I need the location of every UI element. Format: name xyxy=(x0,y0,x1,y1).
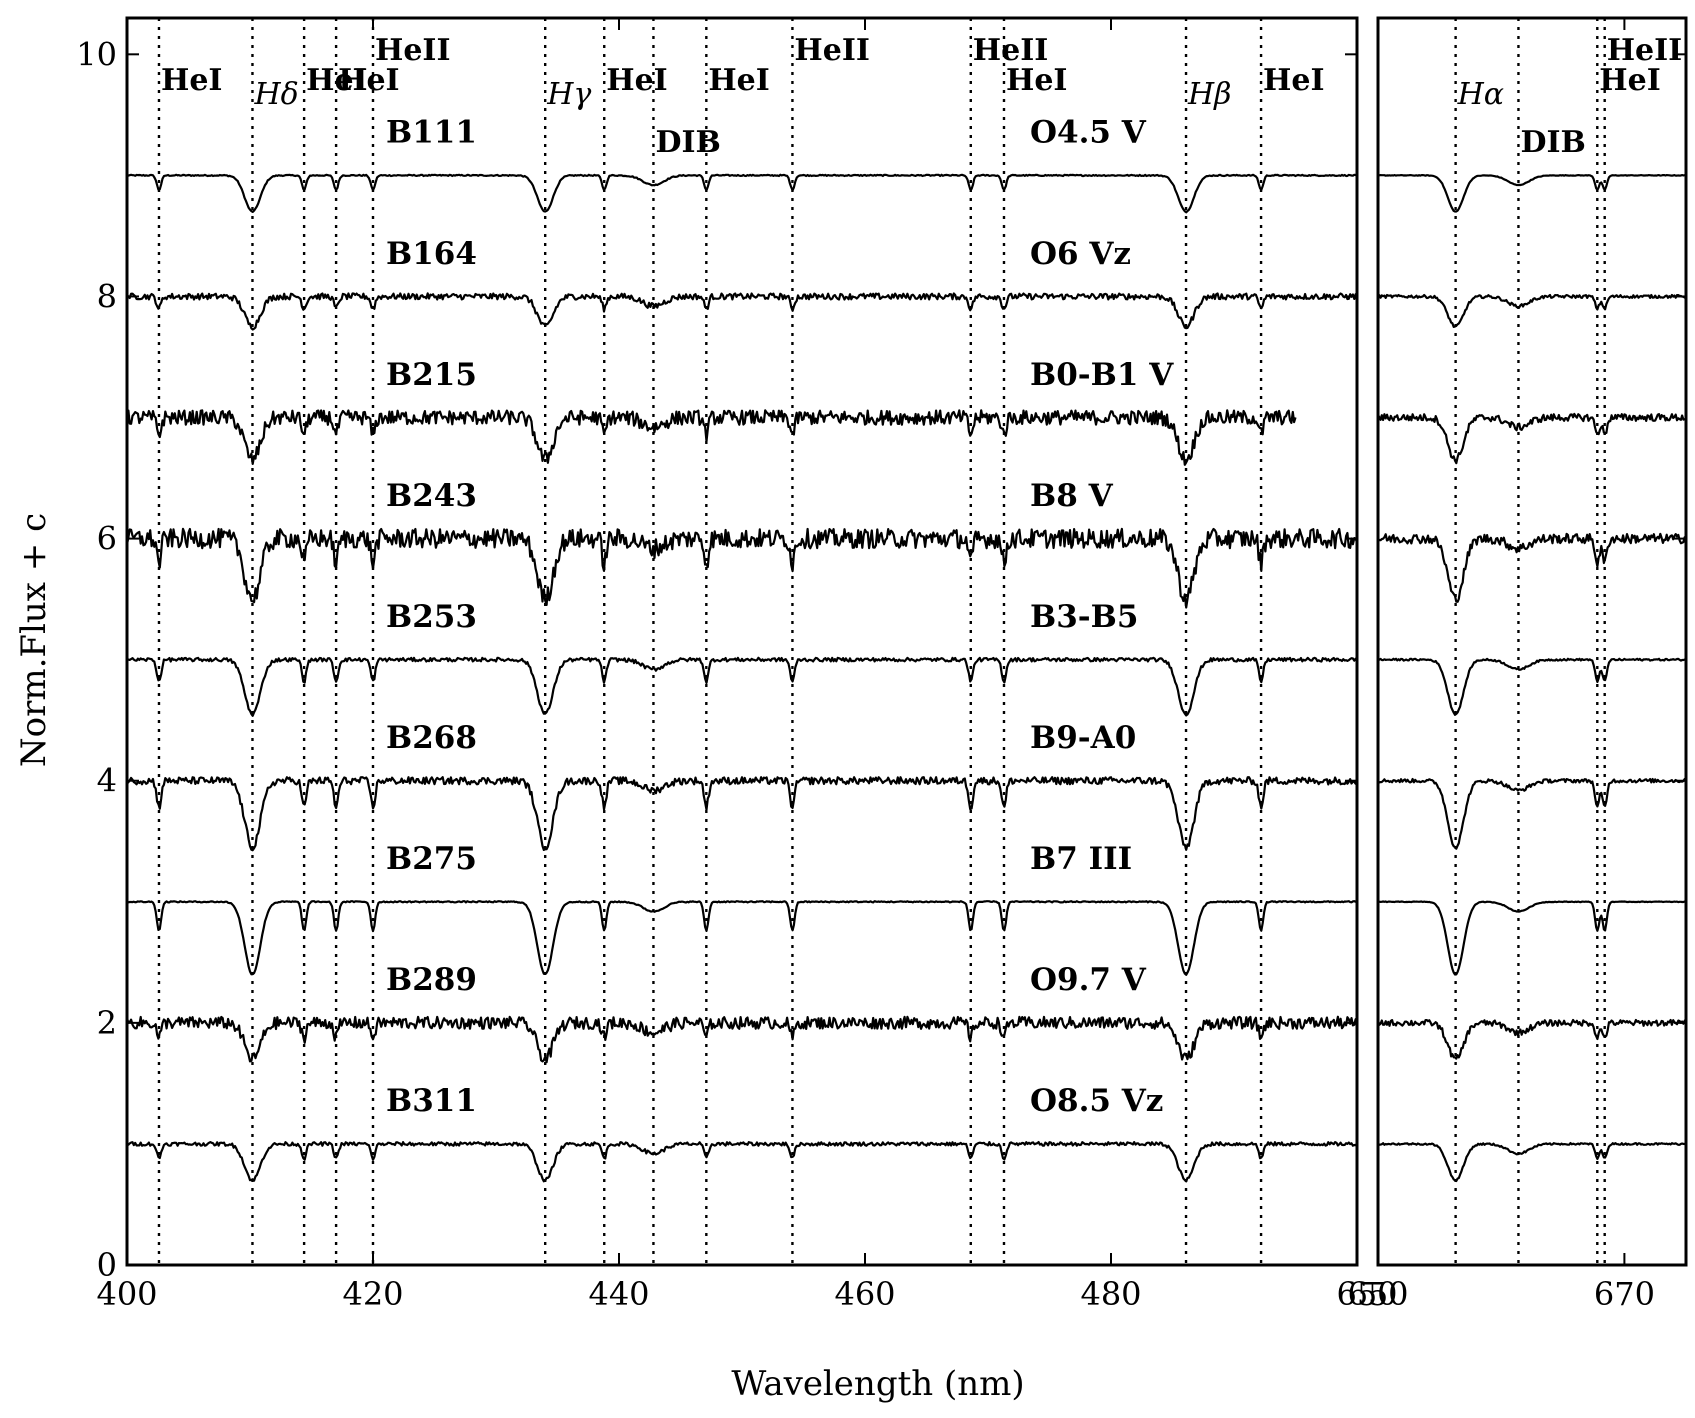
spectrum-B311-panel-2 xyxy=(1377,1142,1687,1183)
spectral-line-label-11: HeI xyxy=(1006,63,1067,98)
star-type-B253: B3-B5 xyxy=(1030,599,1138,635)
spectrum-B111-panel-2 xyxy=(1377,174,1687,213)
spectrum-B289-panel-1 xyxy=(125,1015,1358,1064)
star-name-B311: B311 xyxy=(386,1083,477,1119)
spectrum-B311-panel-1 xyxy=(127,1141,1358,1183)
y-tick-label-1: 2 xyxy=(97,1004,117,1042)
y-tick-label-4: 8 xyxy=(97,277,117,315)
star-type-B164: O6 Vz xyxy=(1030,236,1131,272)
star-type-B289: O9.7 V xyxy=(1030,962,1147,998)
x-axis-label: Wavelength (nm) xyxy=(731,1364,1024,1404)
y-tick-label-3: 6 xyxy=(97,520,117,558)
star-type-B243: B8 V xyxy=(1030,478,1114,514)
spectrum-B215-panel-2 xyxy=(1377,412,1687,465)
x-tick-label-0-3: 460 xyxy=(834,1275,895,1313)
panel-frame-2 xyxy=(1376,16,1688,1267)
spectral-line-label-5: Hγ xyxy=(546,77,591,112)
star-type-B111: O4.5 V xyxy=(1030,115,1147,151)
spectrum-B253-panel-2 xyxy=(1377,657,1687,716)
spectrum-B164-panel-2 xyxy=(1377,293,1687,328)
spectral-line-label-0: HeI xyxy=(161,63,222,98)
spectrum-B289-panel-2 xyxy=(1376,1018,1688,1060)
star-name-B268: B268 xyxy=(386,720,477,756)
spectral-line-markers xyxy=(157,18,1606,1265)
spectrum-B243-panel-1 xyxy=(125,527,1359,609)
spectrum-B253-panel-1 xyxy=(126,656,1358,717)
star-labels: B111 O4.5 V B164 O6 Vz B215 B0-B1 V B243 B8 V B2… xyxy=(386,115,1174,1120)
star-type-B311: O8.5 Vz xyxy=(1030,1083,1163,1119)
star-type-B215: B0-B1 V xyxy=(1030,357,1174,393)
spectral-line-label-8: HeI xyxy=(708,63,769,98)
spectral-line-label-7: DIB xyxy=(655,125,720,160)
x-tick-label-0-4: 480 xyxy=(1080,1275,1141,1313)
x-tick-label-break: 650 xyxy=(1336,1275,1397,1313)
x-tick-label-0-1: 420 xyxy=(342,1275,403,1313)
spectrum-B268-panel-1 xyxy=(126,776,1358,852)
x-tick-label-1-1: 670 xyxy=(1594,1275,1655,1313)
star-name-B275: B275 xyxy=(386,841,477,877)
spectral-line-label-16: HeII xyxy=(1607,33,1683,68)
spectrum-B275-panel-2 xyxy=(1377,900,1687,976)
axis-ticks: 0 2 4 6 8 10 400 420 440 460 480 650 670 650 xyxy=(76,18,1686,1313)
spectrum-B243-panel-2 xyxy=(1377,532,1688,603)
spectrum-B164-panel-1 xyxy=(126,292,1359,331)
star-name-B164: B164 xyxy=(386,236,477,272)
spectra-series xyxy=(125,173,1688,1183)
spectrum-B215-panel-1 xyxy=(125,409,1297,466)
spectral-line-label-17: HeI xyxy=(1599,63,1660,98)
x-tick-label-0-0: 400 xyxy=(96,1275,157,1313)
y-tick-label-2: 4 xyxy=(97,762,117,800)
panel-frame-1 xyxy=(125,16,1359,1267)
spectrum-B275-panel-1 xyxy=(126,900,1358,976)
spectral-line-label-3: HeI xyxy=(338,63,399,98)
spectral-line-label-6: HeI xyxy=(606,63,667,98)
star-type-B268: B9-A0 xyxy=(1030,720,1136,756)
spectral-line-label-12: Hβ xyxy=(1187,77,1232,112)
spectral-line-label-4: HeII xyxy=(375,33,451,68)
x-tick-label-0-2: 440 xyxy=(588,1275,649,1313)
star-name-B253: B253 xyxy=(386,599,477,635)
y-axis-label: Norm.Flux + c xyxy=(14,513,54,767)
star-type-B275: B7 III xyxy=(1030,841,1132,877)
y-tick-label-0: 0 xyxy=(97,1246,117,1284)
spectral-line-label-14: Hα xyxy=(1457,77,1504,112)
spectral-line-label-15: DIB xyxy=(1520,125,1585,160)
spectral-line-label-9: HeII xyxy=(794,33,870,68)
spectral-line-label-13: HeI xyxy=(1263,63,1324,98)
panel-frames xyxy=(125,16,1688,1267)
y-tick-label-5: 10 xyxy=(76,35,117,73)
star-name-B243: B243 xyxy=(386,478,477,514)
x-tick-label-1-0: 650 xyxy=(1347,1275,1408,1313)
star-name-B215: B215 xyxy=(386,357,477,393)
spectrum-B268-panel-2 xyxy=(1377,777,1688,850)
spectral-line-label-2: HeI xyxy=(306,63,367,98)
spectral-line-label-10: HeII xyxy=(973,33,1049,68)
spectral-line-label-1: Hδ xyxy=(253,77,298,112)
spectrum-B111-panel-1 xyxy=(126,173,1358,214)
star-name-B111: B111 xyxy=(386,115,477,151)
star-name-B289: B289 xyxy=(386,962,477,998)
